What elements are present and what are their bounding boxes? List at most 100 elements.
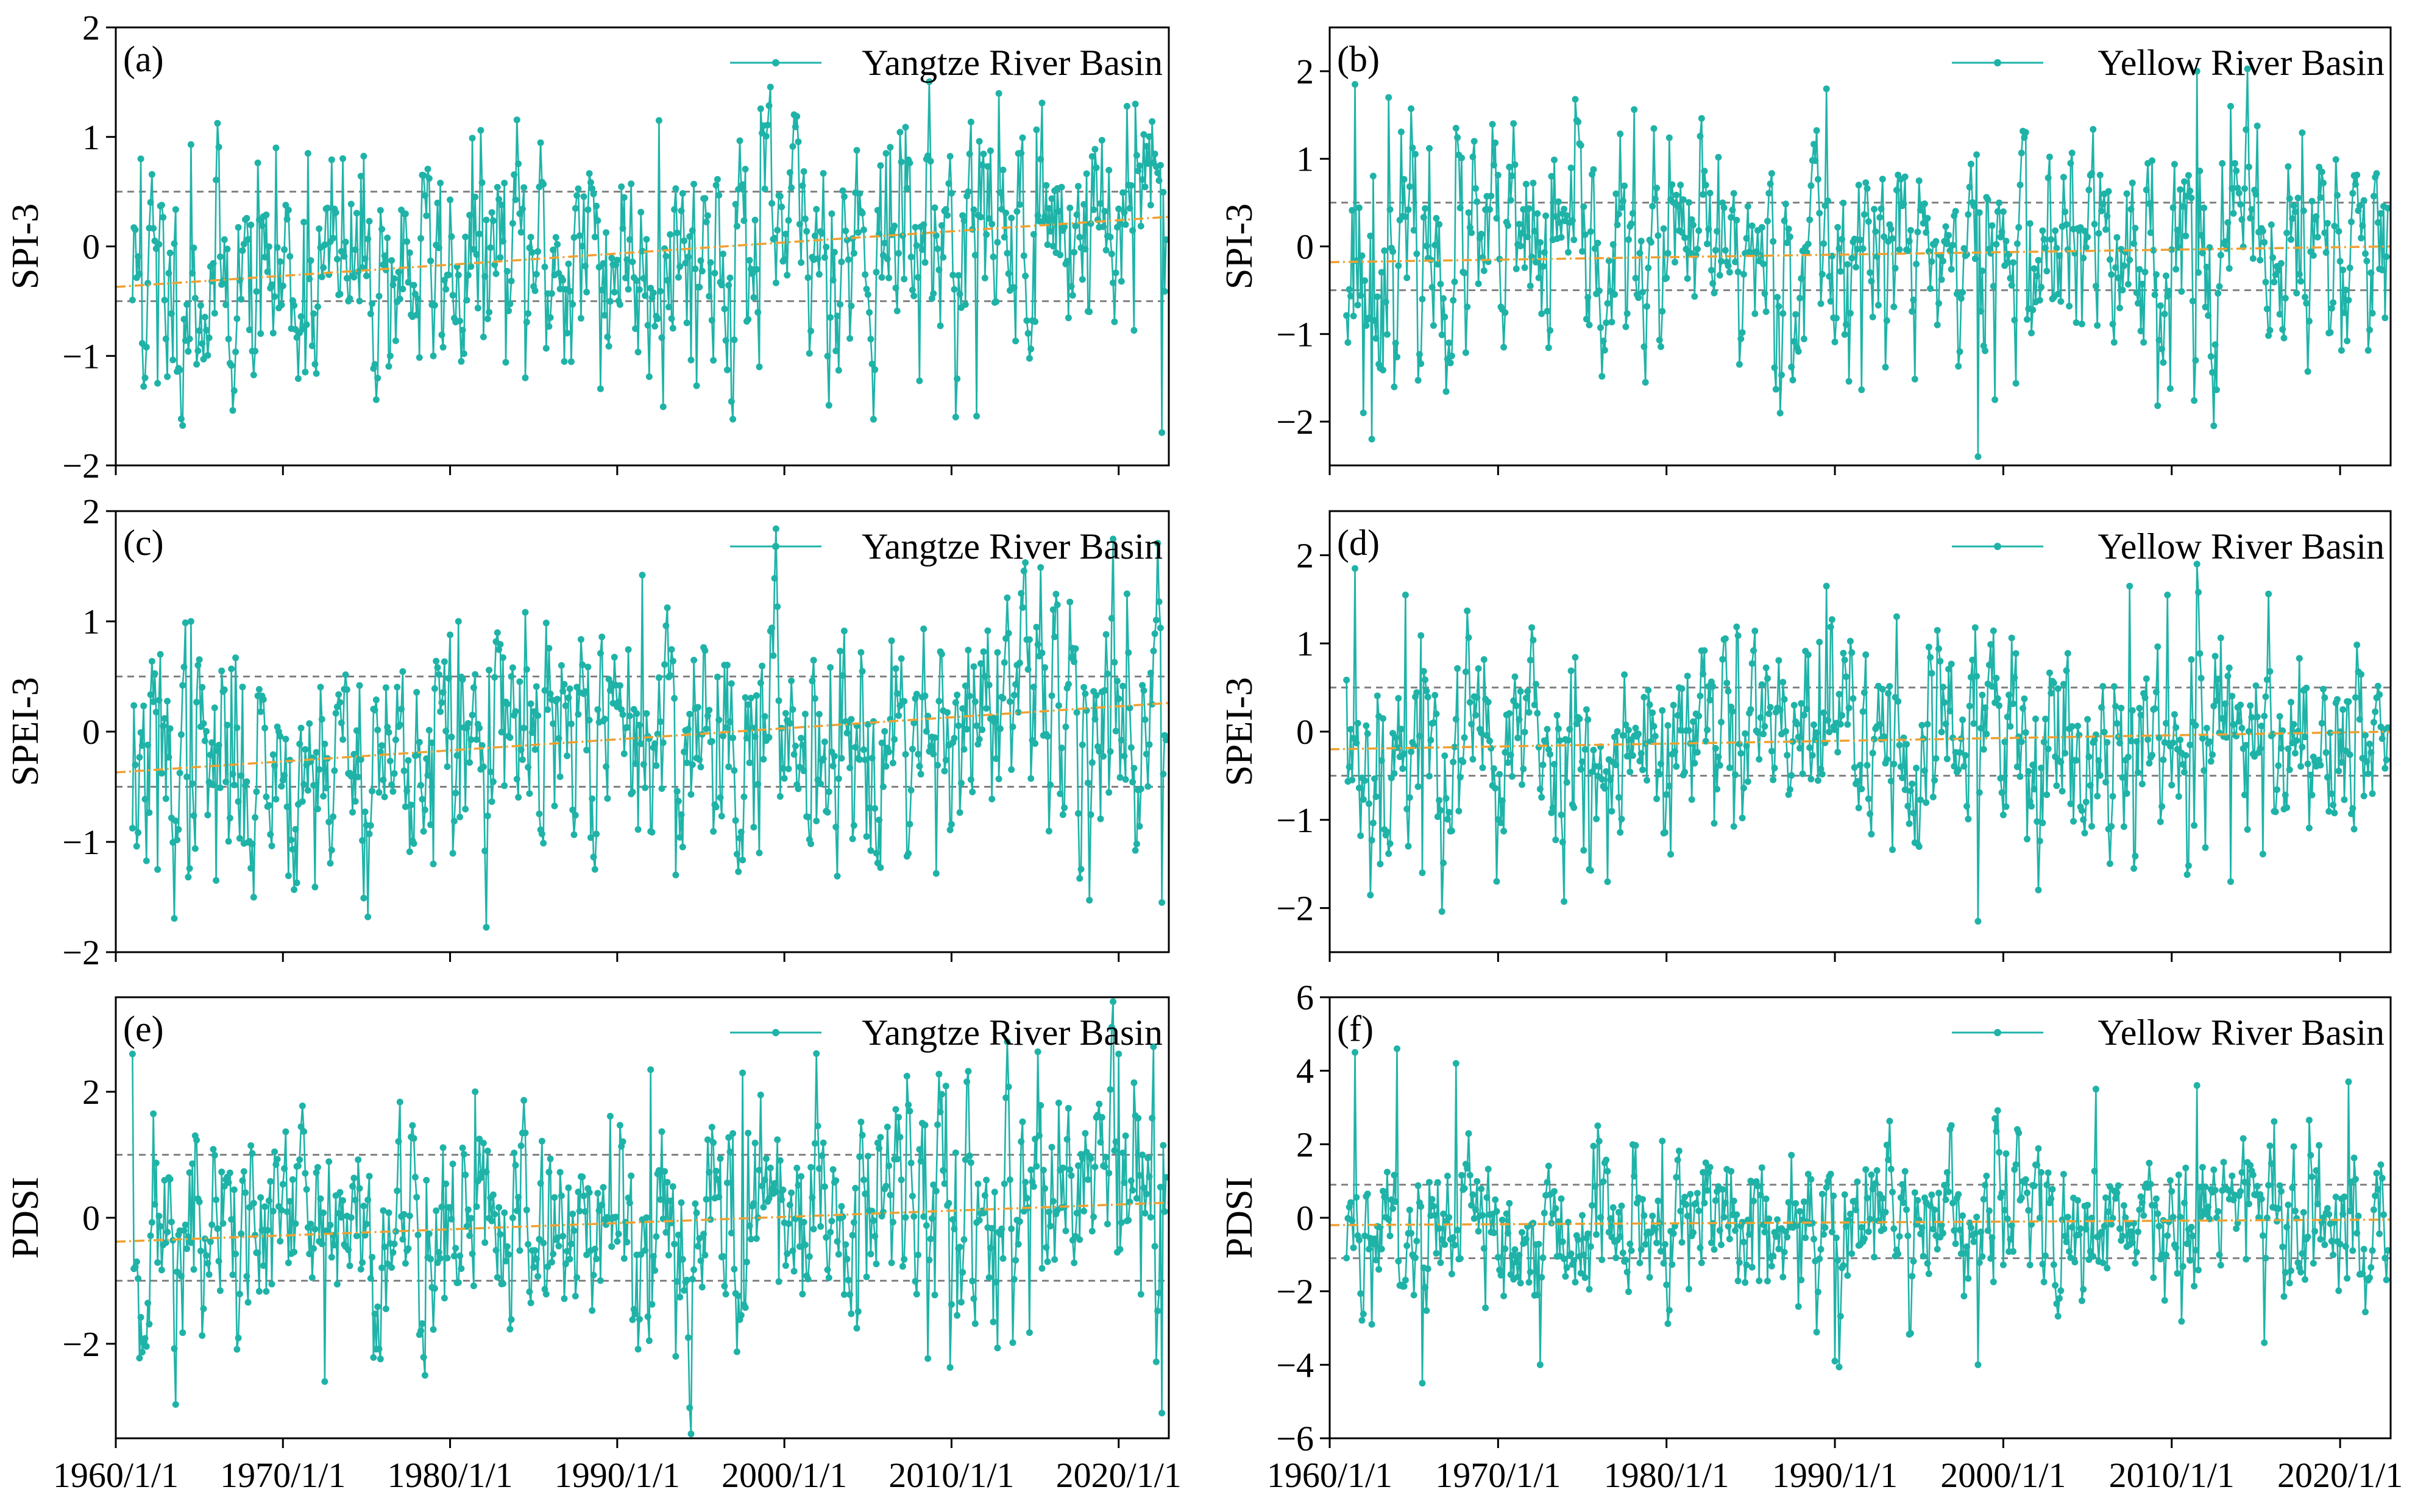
data-point bbox=[1473, 694, 1481, 701]
data-point bbox=[1424, 693, 1431, 701]
data-point bbox=[1545, 344, 1552, 352]
data-point bbox=[1853, 1206, 1860, 1213]
data-point bbox=[1448, 827, 1455, 835]
data-point bbox=[176, 769, 183, 777]
data-point bbox=[2149, 752, 2155, 758]
data-point bbox=[433, 657, 440, 665]
data-point bbox=[327, 860, 334, 867]
data-point bbox=[1853, 264, 1860, 270]
data-point bbox=[1022, 272, 1029, 280]
data-point bbox=[238, 1230, 245, 1237]
data-point bbox=[1127, 1177, 1135, 1184]
data-point bbox=[679, 843, 686, 850]
data-point bbox=[739, 181, 746, 188]
data-point bbox=[1605, 257, 1612, 264]
data-point bbox=[757, 679, 764, 687]
y-tick-label: −2 bbox=[1276, 1272, 1314, 1312]
data-point bbox=[1938, 729, 1945, 736]
data-point bbox=[2054, 685, 2062, 692]
data-point bbox=[615, 698, 622, 705]
data-point bbox=[1660, 225, 1667, 232]
data-point bbox=[183, 773, 191, 780]
data-point bbox=[423, 1176, 430, 1184]
data-point bbox=[2380, 1211, 2387, 1218]
data-point bbox=[1517, 242, 1524, 250]
data-point bbox=[737, 1312, 745, 1319]
legend-marker bbox=[772, 1029, 779, 1036]
data-point bbox=[1619, 1249, 1626, 1257]
data-point bbox=[1122, 776, 1129, 783]
data-point bbox=[366, 217, 373, 225]
data-point bbox=[928, 1215, 935, 1222]
data-point bbox=[157, 1223, 164, 1230]
data-point bbox=[1037, 1102, 1044, 1109]
data-point bbox=[1732, 1227, 1739, 1234]
data-point bbox=[640, 275, 647, 282]
data-point bbox=[825, 401, 832, 409]
data-point bbox=[2127, 1228, 2135, 1235]
data-point bbox=[1395, 262, 1402, 269]
data-point bbox=[2374, 682, 2381, 690]
data-point bbox=[1918, 722, 1926, 729]
data-point bbox=[1061, 804, 1068, 811]
data-point bbox=[2063, 221, 2070, 228]
data-point bbox=[898, 655, 905, 662]
data-point bbox=[481, 273, 489, 280]
data-point bbox=[852, 1185, 859, 1192]
data-point bbox=[703, 726, 710, 732]
data-point bbox=[1480, 1245, 1488, 1252]
data-point bbox=[807, 840, 815, 847]
data-point bbox=[455, 1279, 462, 1286]
data-point bbox=[304, 150, 311, 157]
data-point bbox=[597, 385, 604, 392]
data-point bbox=[378, 1264, 386, 1271]
data-point bbox=[643, 236, 650, 243]
data-point bbox=[1391, 1171, 1398, 1179]
data-point bbox=[1994, 208, 2001, 215]
data-point bbox=[892, 284, 899, 292]
data-point bbox=[2269, 254, 2277, 261]
data-point bbox=[1903, 1206, 1910, 1213]
data-point bbox=[1058, 183, 1065, 191]
data-point bbox=[1618, 816, 1625, 822]
data-point bbox=[2042, 1252, 2049, 1259]
data-point bbox=[1079, 741, 1086, 749]
data-point bbox=[594, 1190, 601, 1197]
data-point bbox=[1441, 313, 1449, 320]
data-point bbox=[2068, 149, 2076, 157]
data-point bbox=[279, 1181, 286, 1188]
data-point bbox=[1133, 1195, 1140, 1202]
y-tick-label: −6 bbox=[1276, 1419, 1314, 1458]
data-point bbox=[795, 1182, 802, 1189]
data-point bbox=[1736, 361, 1743, 368]
data-point bbox=[1883, 1142, 1890, 1149]
data-point bbox=[1461, 1185, 1468, 1192]
data-point bbox=[324, 1227, 331, 1234]
data-point bbox=[1043, 1244, 1050, 1251]
data-point bbox=[1935, 300, 1942, 307]
data-point bbox=[228, 1216, 235, 1223]
data-point bbox=[545, 323, 553, 330]
data-point bbox=[2116, 740, 2123, 747]
data-point bbox=[814, 255, 821, 263]
data-point bbox=[452, 790, 459, 797]
data-point bbox=[283, 803, 291, 810]
data-point bbox=[473, 736, 480, 743]
data-point bbox=[203, 728, 210, 735]
data-point bbox=[1349, 776, 1356, 783]
data-point bbox=[965, 1068, 972, 1075]
data-point bbox=[898, 1176, 905, 1184]
data-point bbox=[1977, 308, 1985, 315]
data-point bbox=[564, 1248, 571, 1255]
data-point bbox=[1590, 1142, 1597, 1150]
data-point bbox=[2217, 252, 2224, 259]
data-point bbox=[2356, 202, 2363, 210]
data-point bbox=[1983, 730, 1990, 738]
data-point bbox=[2193, 560, 2200, 568]
data-point bbox=[215, 1257, 222, 1265]
data-point bbox=[2252, 682, 2260, 690]
data-point bbox=[1848, 255, 1856, 262]
data-point bbox=[789, 1247, 796, 1254]
data-point bbox=[1750, 1198, 1757, 1204]
data-point bbox=[1826, 729, 1833, 735]
